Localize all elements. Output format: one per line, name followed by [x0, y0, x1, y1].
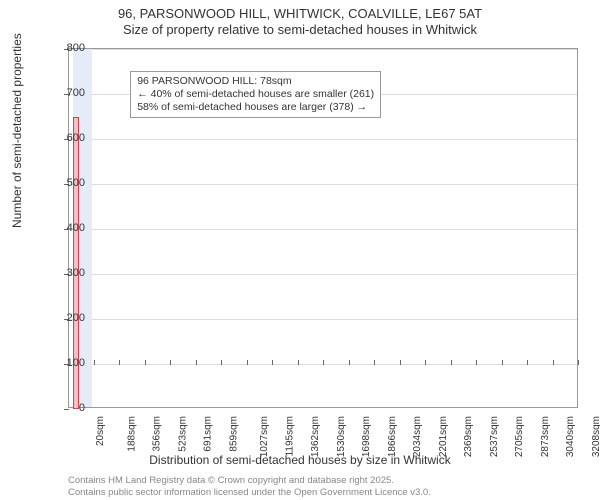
attribution-line-2: Contains public sector information licen…	[68, 487, 431, 498]
xtick-label: 1698sqm	[361, 416, 372, 457]
xtick-mark	[68, 360, 69, 365]
xtick-mark	[272, 360, 273, 365]
xtick-mark	[374, 360, 375, 365]
ytick-label: 0	[45, 402, 85, 414]
xtick-mark	[553, 360, 554, 365]
gridline-h	[69, 139, 577, 140]
attribution: Contains HM Land Registry data © Crown c…	[68, 475, 431, 498]
annotation-line-1: 96 PARSONWOOD HILL: 78sqm	[137, 75, 374, 88]
xtick-mark	[527, 360, 528, 365]
xtick-label: 691sqm	[203, 416, 214, 452]
xtick-mark	[400, 360, 401, 365]
attribution-line-1: Contains HM Land Registry data © Crown c…	[68, 475, 431, 486]
xtick-mark	[145, 360, 146, 365]
xtick-mark	[425, 360, 426, 365]
ytick-label: 700	[45, 87, 85, 99]
annotation-line-3: 58% of semi-detached houses are larger (…	[137, 101, 374, 114]
gridline-h	[69, 49, 577, 50]
xtick-mark	[94, 360, 95, 365]
xtick-label: 1195sqm	[284, 416, 295, 456]
ytick-label: 600	[45, 132, 85, 144]
xtick-mark	[349, 360, 350, 365]
xtick-label: 1362sqm	[310, 416, 321, 457]
xtick-mark	[502, 360, 503, 365]
xtick-mark	[451, 360, 452, 365]
xtick-mark	[119, 360, 120, 365]
xtick-label: 20sqm	[95, 416, 106, 446]
xtick-mark	[298, 360, 299, 365]
ytick-label: 400	[45, 222, 85, 234]
gridline-h	[69, 229, 577, 230]
xtick-label: 2705sqm	[514, 416, 525, 457]
title-line-1: 96, PARSONWOOD HILL, WHITWICK, COALVILLE…	[0, 6, 600, 22]
xtick-label: 859sqm	[228, 416, 239, 452]
xtick-label: 1027sqm	[259, 416, 270, 457]
xtick-label: 2369sqm	[463, 416, 474, 457]
xtick-mark	[221, 360, 222, 365]
xtick-mark	[247, 360, 248, 365]
plot-area: 96 PARSONWOOD HILL: 78sqm ← 40% of semi-…	[68, 48, 578, 408]
gridline-h	[69, 274, 577, 275]
x-axis-title: Distribution of semi-detached houses by …	[0, 453, 600, 467]
xtick-mark	[170, 360, 171, 365]
xtick-label: 2034sqm	[412, 416, 423, 457]
xtick-label: 188sqm	[126, 416, 137, 452]
gridline-h	[69, 184, 577, 185]
xtick-mark	[578, 360, 579, 365]
ytick-label: 800	[45, 42, 85, 54]
xtick-label: 356sqm	[152, 416, 163, 452]
xtick-mark	[323, 360, 324, 365]
title-line-2: Size of property relative to semi-detach…	[0, 22, 600, 38]
annotation-line-2: ← 40% of semi-detached houses are smalle…	[137, 88, 374, 101]
ytick-label: 500	[45, 177, 85, 189]
y-axis-title: Number of semi-detached properties	[10, 33, 24, 228]
xtick-mark	[196, 360, 197, 365]
xtick-label: 3040sqm	[565, 416, 576, 457]
gridline-h	[69, 319, 577, 320]
xtick-label: 2201sqm	[438, 416, 449, 457]
title-block: 96, PARSONWOOD HILL, WHITWICK, COALVILLE…	[0, 0, 600, 37]
ytick-label: 300	[45, 267, 85, 279]
xtick-mark	[476, 360, 477, 365]
annotation-box: 96 PARSONWOOD HILL: 78sqm ← 40% of semi-…	[130, 71, 381, 118]
ytick-label: 200	[45, 312, 85, 324]
ytick-label: 100	[45, 357, 85, 369]
chart-container: 96, PARSONWOOD HILL, WHITWICK, COALVILLE…	[0, 0, 600, 500]
xtick-label: 3208sqm	[591, 416, 600, 457]
xtick-label: 2873sqm	[540, 416, 551, 457]
xtick-label: 523sqm	[177, 416, 188, 452]
xtick-label: 2537sqm	[489, 416, 500, 457]
xtick-label: 1530sqm	[336, 416, 347, 457]
xtick-label: 1866sqm	[387, 416, 398, 457]
